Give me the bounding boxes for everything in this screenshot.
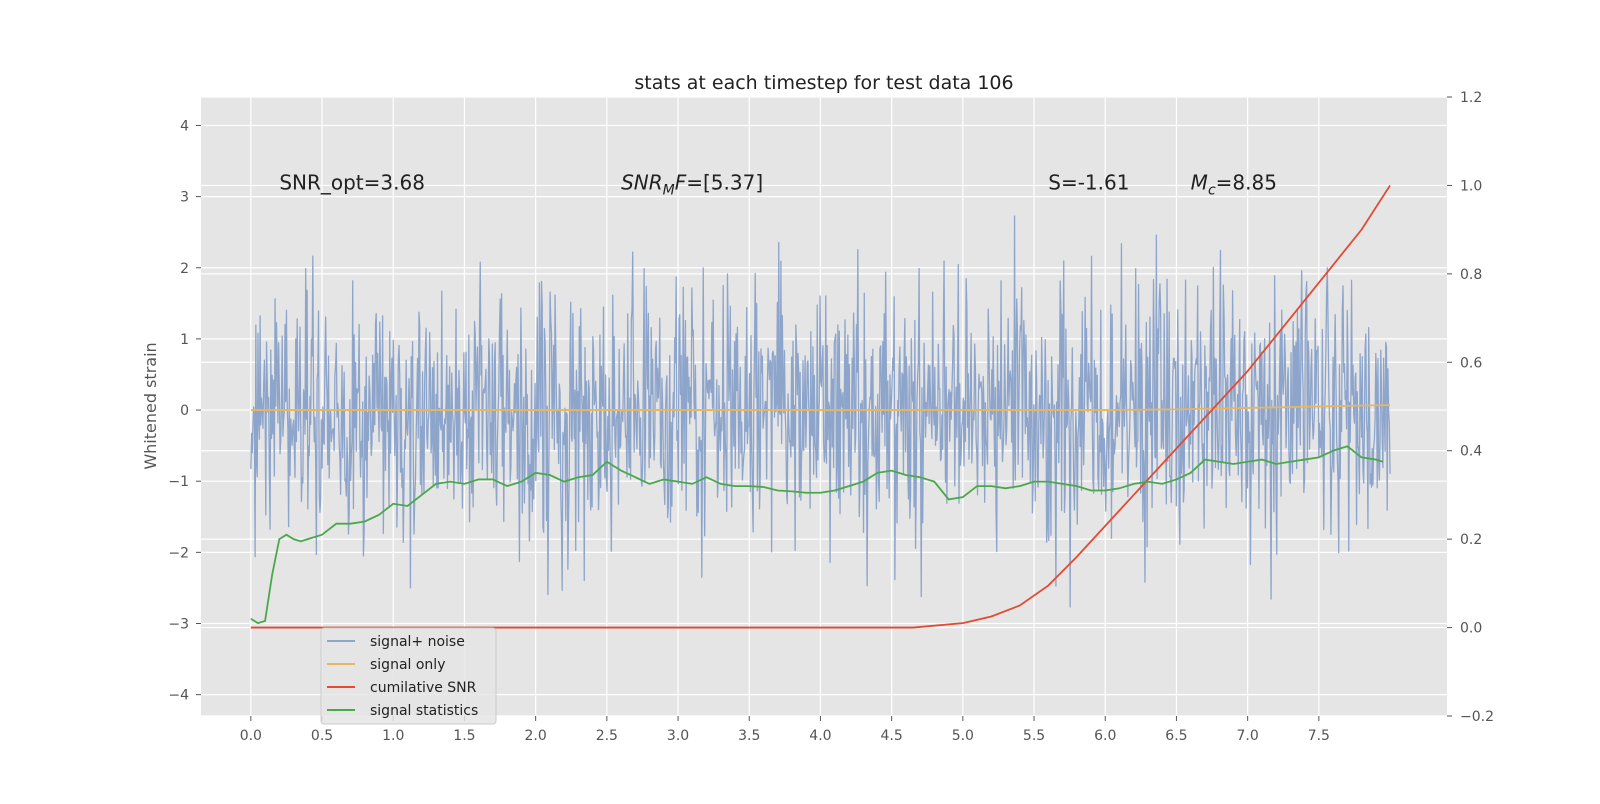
x-tick-label: 4.5 xyxy=(881,728,903,744)
y-right-tick-label: −0.2 xyxy=(1460,709,1494,725)
legend-item-cumilative-snr-label: cumilative SNR xyxy=(370,680,477,696)
legend-box xyxy=(320,627,497,725)
series-signal-noise xyxy=(250,215,1391,608)
x-tick-label: 3.5 xyxy=(738,728,760,744)
y-right-tick-label: 1.2 xyxy=(1460,90,1482,106)
y-axis-label: Whitened strain xyxy=(141,342,160,469)
signal-noise-line xyxy=(250,215,1391,608)
x-tick-label: 1.0 xyxy=(382,728,404,744)
y-tick-label: 1 xyxy=(180,332,189,348)
x-tick-label: 5.5 xyxy=(1023,728,1045,744)
y-tick-label: −4 xyxy=(168,688,189,704)
legend: signal+ noise signal only cumilative SNR si… xyxy=(320,627,497,725)
x-tick-label: 0.5 xyxy=(311,728,333,744)
x-tick-label: 7.0 xyxy=(1237,728,1259,744)
y-right-tick-label: 0.8 xyxy=(1460,267,1482,283)
x-tick-label: 5.0 xyxy=(952,728,974,744)
x-tick-label: 3.0 xyxy=(667,728,689,744)
tick-labels: 0.0 0.5 1.0 1.5 2.0 2.5 3.0 3.5 4.0 4.5 5.0 5.5 6.0 6… xyxy=(168,90,1494,744)
annotation-1: SNRMF=[5.37] xyxy=(621,170,763,198)
x-tick-label: 6.5 xyxy=(1165,728,1187,744)
y-tick-label: 4 xyxy=(180,118,189,134)
y-right-tick-label: 0.2 xyxy=(1460,532,1482,548)
annotations: SNR_opt=3.68 SNRMF=[5.37] S=-1.61 Mc=8.85 xyxy=(279,170,1277,198)
y-tick-label: −1 xyxy=(168,474,189,490)
series-cumilative-snr-line xyxy=(250,184,1391,629)
x-tick-label: 6.0 xyxy=(1094,728,1116,744)
annotation-2: S=-1.61 xyxy=(1048,170,1129,194)
annotation-3: Mc=8.85 xyxy=(1191,170,1277,198)
y-tick-label: 2 xyxy=(180,261,189,277)
x-tick-label: 2.5 xyxy=(596,728,618,744)
chart-title: stats at each timestep for test data 106 xyxy=(634,72,1013,94)
y-right-tick-label: 0.4 xyxy=(1460,444,1482,460)
x-tick-label: 2.0 xyxy=(525,728,547,744)
y-right-tick-label: 0.0 xyxy=(1460,621,1482,637)
y-right-tick-label: 1.0 xyxy=(1460,178,1482,194)
series-signal-statistics-line xyxy=(250,445,1384,625)
legend-item-signal-noise-label: signal+ noise xyxy=(370,634,465,650)
y-right-tick-label: 0.6 xyxy=(1460,355,1482,371)
y-tick-label: −3 xyxy=(168,617,189,633)
y-tick-label: 3 xyxy=(180,190,189,206)
x-tick-label: 1.5 xyxy=(453,728,475,744)
legend-item-signal-statistics-label: signal statistics xyxy=(370,703,478,719)
legend-item-signal-only-label: signal only xyxy=(370,657,445,673)
series-lines xyxy=(250,184,1391,629)
y-tick-label: 0 xyxy=(180,403,189,419)
x-tick-label: 0.0 xyxy=(240,728,262,744)
x-tick-label: 7.5 xyxy=(1308,728,1330,744)
y-tick-label: −2 xyxy=(168,545,189,561)
x-tick-label: 4.0 xyxy=(809,728,831,744)
annotation-0: SNR_opt=3.68 xyxy=(279,170,425,194)
